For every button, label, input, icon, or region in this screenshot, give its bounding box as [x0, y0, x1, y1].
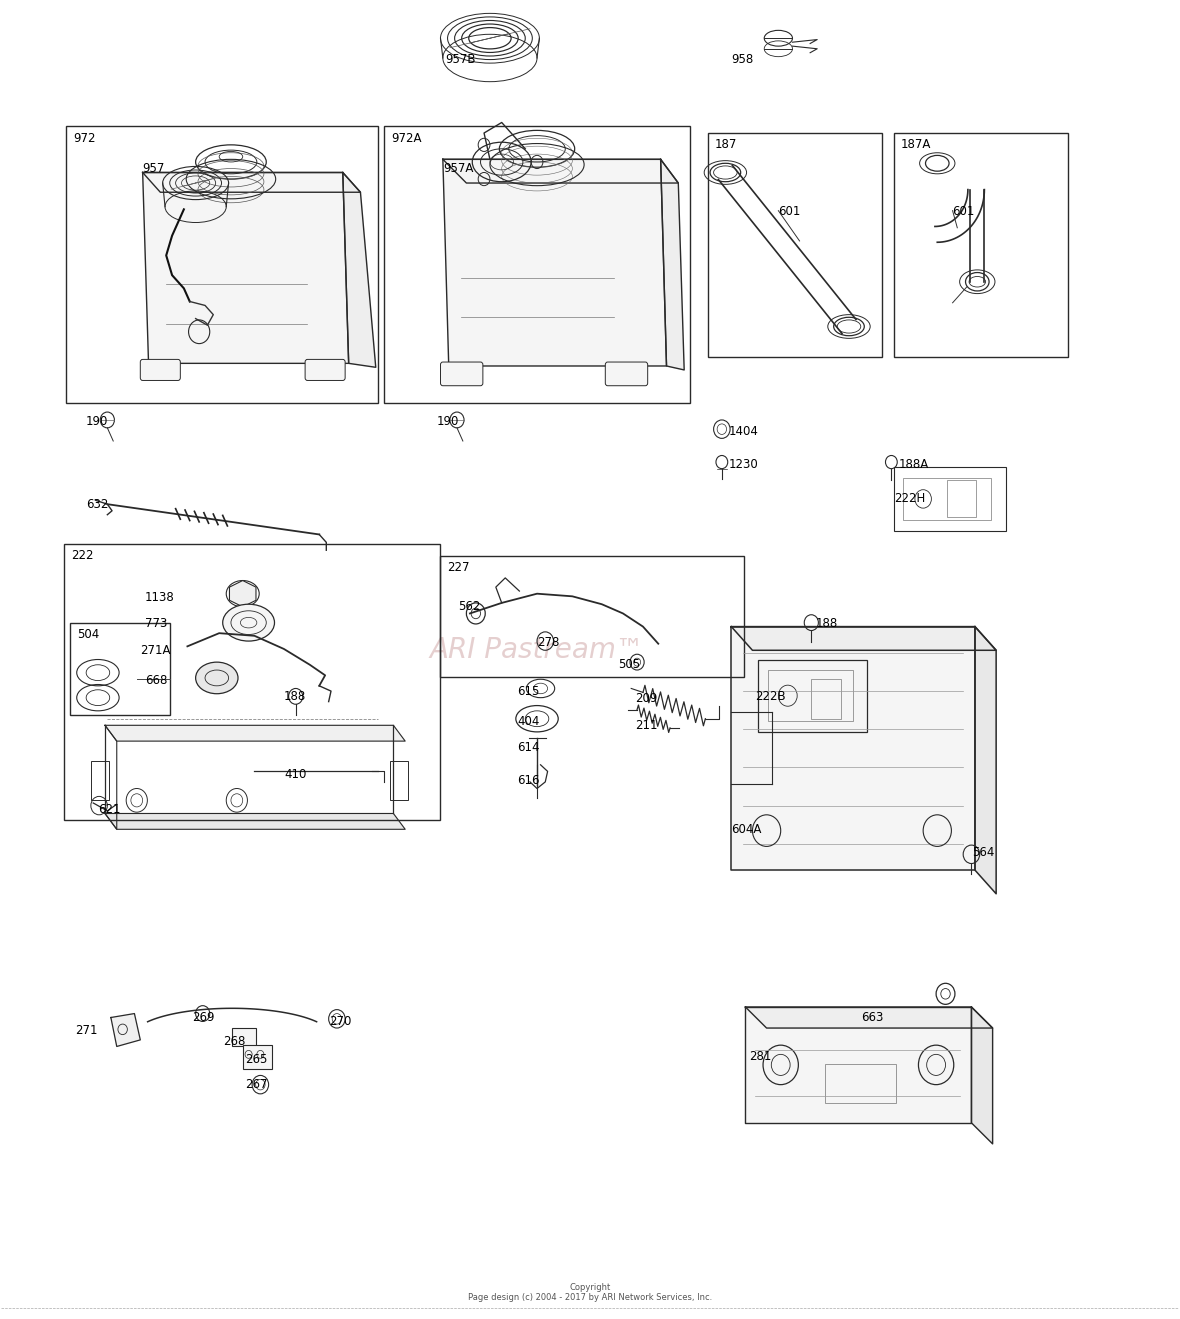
Bar — [903, 477, 991, 520]
Text: 404: 404 — [517, 715, 539, 728]
Text: 601: 601 — [779, 206, 801, 219]
Polygon shape — [442, 160, 667, 365]
Text: 621: 621 — [98, 803, 120, 816]
Text: 271A: 271A — [140, 644, 171, 657]
Text: 958: 958 — [732, 53, 754, 66]
Text: 1138: 1138 — [145, 591, 175, 604]
FancyBboxPatch shape — [605, 361, 648, 385]
Polygon shape — [746, 1006, 971, 1122]
Bar — [826, 1063, 896, 1103]
Ellipse shape — [223, 604, 275, 641]
Text: 267: 267 — [245, 1078, 268, 1091]
Text: ARI Pastream™: ARI Pastream™ — [430, 636, 644, 665]
Polygon shape — [143, 173, 360, 193]
Text: 604A: 604A — [732, 823, 761, 836]
Text: 601: 601 — [952, 206, 975, 219]
Bar — [440, 555, 745, 677]
Text: 564: 564 — [972, 847, 995, 860]
Text: 265: 265 — [245, 1053, 268, 1066]
Polygon shape — [229, 580, 256, 607]
Bar — [812, 679, 840, 719]
Bar — [708, 133, 881, 356]
Text: 562: 562 — [458, 600, 480, 613]
FancyBboxPatch shape — [306, 359, 345, 380]
Bar — [243, 1045, 273, 1068]
Text: 632: 632 — [86, 497, 109, 510]
Polygon shape — [143, 173, 348, 363]
Polygon shape — [111, 1013, 140, 1046]
Text: 1404: 1404 — [729, 425, 759, 438]
Bar — [893, 133, 1068, 356]
Bar — [759, 660, 866, 732]
Polygon shape — [661, 160, 684, 369]
Text: 222: 222 — [71, 549, 93, 562]
Text: 615: 615 — [517, 685, 539, 698]
Text: 972A: 972A — [391, 132, 421, 145]
Bar — [768, 670, 852, 721]
Text: 614: 614 — [517, 741, 539, 754]
Text: Page design (c) 2004 - 2017 by ARI Network Services, Inc.: Page design (c) 2004 - 2017 by ARI Netwo… — [468, 1294, 712, 1302]
Text: 957B: 957B — [445, 53, 476, 66]
Bar — [91, 761, 109, 801]
Text: 957: 957 — [143, 162, 165, 175]
Polygon shape — [732, 627, 975, 871]
Text: 270: 270 — [329, 1014, 350, 1028]
Text: 187: 187 — [715, 138, 738, 152]
Text: 1230: 1230 — [729, 458, 759, 471]
Text: 187A: 187A — [900, 138, 931, 152]
Polygon shape — [442, 160, 678, 183]
Bar — [232, 1028, 256, 1046]
Text: 972: 972 — [73, 132, 96, 145]
Text: 271: 271 — [76, 1024, 98, 1037]
Text: 957A: 957A — [442, 162, 473, 175]
Text: 504: 504 — [77, 628, 99, 641]
Polygon shape — [105, 814, 405, 830]
Text: 222H: 222H — [893, 492, 925, 505]
Text: 268: 268 — [223, 1034, 245, 1047]
Text: 668: 668 — [145, 674, 168, 687]
Bar — [384, 127, 690, 402]
FancyBboxPatch shape — [140, 359, 181, 380]
Text: 222B: 222B — [755, 690, 786, 703]
Ellipse shape — [196, 662, 238, 694]
Text: 281: 281 — [749, 1050, 772, 1063]
Text: 505: 505 — [618, 658, 641, 671]
Polygon shape — [971, 1006, 992, 1144]
Text: 209: 209 — [635, 692, 657, 706]
Bar — [893, 467, 1005, 530]
Polygon shape — [975, 627, 996, 894]
Bar — [70, 623, 170, 715]
Text: Copyright: Copyright — [570, 1283, 610, 1291]
Text: 188: 188 — [284, 690, 306, 703]
Bar — [946, 480, 976, 517]
Bar — [66, 127, 378, 402]
Text: 227: 227 — [447, 561, 470, 574]
Text: 188A: 188A — [898, 458, 929, 471]
Text: 616: 616 — [517, 774, 539, 787]
Polygon shape — [746, 1006, 992, 1028]
Text: 211: 211 — [635, 719, 657, 732]
FancyBboxPatch shape — [440, 361, 483, 385]
Text: 773: 773 — [145, 617, 168, 630]
Polygon shape — [342, 173, 375, 367]
Text: 278: 278 — [537, 636, 559, 649]
Polygon shape — [105, 725, 405, 741]
Bar — [64, 543, 440, 820]
Bar — [389, 761, 407, 801]
Polygon shape — [732, 627, 996, 650]
Text: 188: 188 — [817, 617, 838, 630]
Text: 190: 190 — [86, 414, 109, 427]
Text: 410: 410 — [284, 768, 307, 781]
Text: 269: 269 — [192, 1010, 215, 1024]
Text: 190: 190 — [437, 414, 459, 427]
Text: 663: 663 — [860, 1010, 883, 1024]
